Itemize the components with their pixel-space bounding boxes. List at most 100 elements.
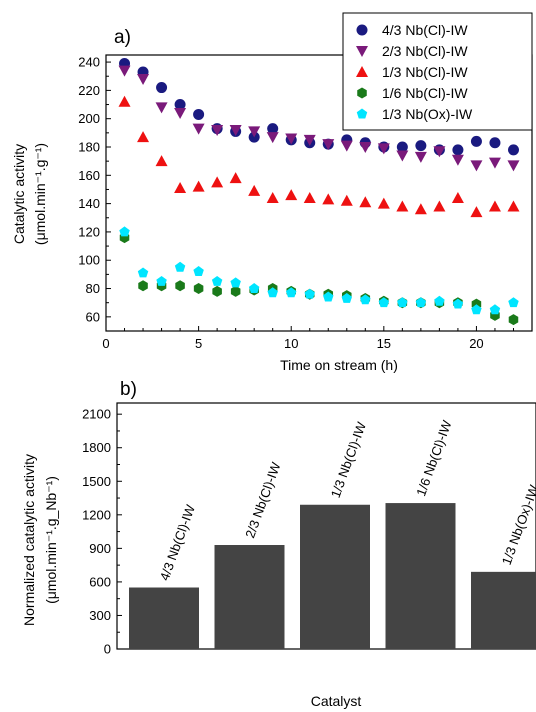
data-point	[359, 142, 372, 153]
legend-marker	[356, 46, 368, 57]
data-point	[415, 297, 427, 308]
y-tick-label: 180	[78, 140, 100, 155]
bar-category-label: 4/3 Nb(Cl)-IW	[157, 502, 199, 582]
data-point	[323, 291, 334, 302]
data-point	[488, 157, 501, 169]
data-point	[397, 297, 408, 308]
plot-b-ylabel-line2: (μmol.min⁻¹.g_Nb⁻¹)	[43, 476, 59, 604]
data-point	[340, 140, 353, 152]
data-point	[471, 304, 482, 315]
data-point	[138, 280, 148, 292]
data-point	[229, 125, 242, 137]
data-point	[137, 131, 150, 143]
y-tick-label: 160	[78, 168, 100, 183]
plot-b-bars: 4/3 Nb(Cl)-IW 2/3 Nb(Cl)-IW 1/3 Nb(Cl)-IW 1…	[129, 418, 536, 649]
data-point	[304, 288, 315, 299]
data-point	[489, 137, 501, 149]
data-point	[470, 206, 483, 218]
data-point	[267, 123, 279, 135]
legend-marker	[356, 24, 368, 36]
y-tick-label: 140	[78, 196, 100, 211]
data-point	[267, 287, 278, 298]
y-tick-label: 220	[78, 83, 100, 98]
chart-a: a) 0 5 10 15 206080100120140160180200220240 …	[11, 12, 533, 373]
bar	[471, 571, 536, 649]
panel-a-label: a)	[114, 27, 131, 48]
plot-a-points	[118, 57, 520, 326]
y-tick-label: 2100	[82, 407, 111, 422]
data-point	[174, 261, 186, 272]
data-point	[211, 176, 224, 188]
bar-category-label: 1/3 Nb(Ox)-IW	[499, 482, 536, 567]
data-point	[212, 285, 222, 297]
data-point	[415, 140, 427, 152]
data-point	[508, 314, 519, 326]
y-tick-label: 60	[86, 309, 100, 324]
data-point	[285, 133, 298, 145]
y-tick-label: 0	[104, 642, 111, 657]
data-point	[211, 125, 224, 137]
data-point	[193, 283, 204, 295]
data-point	[156, 82, 168, 94]
bar	[129, 587, 199, 649]
data-point	[230, 277, 241, 288]
data-point	[507, 200, 520, 212]
legend-marker	[357, 87, 367, 99]
data-point	[192, 180, 205, 192]
panel-b-label: b)	[120, 379, 137, 400]
data-point	[285, 189, 298, 201]
data-point	[377, 143, 390, 155]
plot-b-ticks: 0 300 600 900 1200 1500 1800 2100	[82, 407, 122, 657]
plot-a-ylabel-line2: (μmol.min⁻¹.g⁻¹)	[32, 143, 48, 245]
y-tick-label: 900	[89, 541, 111, 556]
bar-category-label: 1/3 Nb(Cl)-IW	[328, 419, 370, 499]
data-point	[360, 294, 371, 305]
legend-marker	[356, 108, 368, 119]
data-point	[156, 275, 167, 286]
data-point	[396, 200, 409, 212]
plot-b-ylabel-line1: Normalized catalytic activity	[21, 454, 37, 626]
y-tick-label: 80	[86, 281, 100, 296]
data-point	[303, 191, 316, 203]
x-tick-label: 15	[377, 336, 391, 351]
series-4	[119, 232, 519, 326]
data-point	[118, 65, 131, 77]
y-tick-label: 1500	[82, 474, 111, 489]
data-point	[137, 74, 150, 86]
legend-box	[342, 12, 533, 131]
bar	[214, 545, 285, 649]
data-point	[322, 193, 335, 205]
data-point	[452, 144, 464, 156]
data-point	[488, 200, 501, 212]
data-point	[470, 135, 482, 147]
plot-a-ylabel-line1: Catalytic activity	[11, 144, 27, 244]
data-point	[230, 285, 241, 297]
legend-label: 4/3 Nb(Cl)-IW	[382, 22, 468, 38]
data-point	[248, 184, 261, 196]
chart-b: b) 0 300 600 900 1200 1500 1800 2100 4/3 Nb(Cl)…	[21, 379, 536, 709]
data-point	[193, 266, 204, 277]
data-point	[119, 226, 130, 237]
plot-b-xlabel: Catalyst	[311, 693, 362, 709]
data-point	[248, 283, 260, 293]
data-point	[470, 160, 483, 172]
data-point	[174, 108, 187, 120]
data-point	[174, 182, 187, 194]
data-point	[489, 304, 501, 315]
plot-a-legend: 4/3 Nb(Cl)-IW 2/3 Nb(Cl)-IW 1/3 Nb(Cl)-IW 1…	[342, 12, 533, 131]
data-point	[451, 191, 464, 203]
data-point	[377, 197, 390, 209]
data-point	[266, 191, 279, 203]
data-point	[192, 123, 205, 135]
data-point	[174, 99, 186, 111]
data-point	[452, 298, 464, 309]
data-point	[322, 139, 335, 151]
y-tick-label: 100	[78, 253, 100, 268]
bar	[385, 503, 456, 649]
y-tick-label: 200	[78, 111, 100, 126]
x-tick-label: 5	[195, 336, 202, 351]
data-point	[118, 95, 131, 107]
data-point	[507, 160, 520, 172]
data-point	[451, 154, 464, 166]
